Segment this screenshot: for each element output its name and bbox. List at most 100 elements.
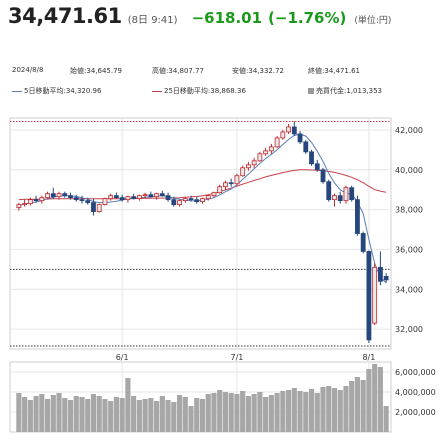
price-tick-label: 36,000 (395, 245, 423, 254)
price-unit: (単位:円) (354, 16, 392, 26)
candle (200, 197, 205, 204)
candle (372, 263, 378, 326)
candle (349, 185, 355, 202)
open-value: 34,645.79 (86, 67, 122, 75)
ma5-value: 34,320.96 (65, 87, 102, 95)
volume-bar (205, 394, 211, 432)
quote-header: 34,471.61 (8日 9:41) −618.01 (−1.76%) (単位… (8, 4, 391, 38)
close-label: 終値: (308, 67, 325, 75)
candle (223, 180, 228, 190)
date-tick-label: 7/1 (230, 353, 243, 362)
candle-body (372, 266, 378, 324)
volume-bar (67, 400, 74, 432)
candle-body (159, 193, 165, 197)
candle (119, 194, 125, 202)
candle-body (33, 199, 39, 202)
candle-body (102, 198, 108, 206)
volume-bar (50, 395, 56, 432)
ma5-label: 5日移動平均: (24, 87, 66, 95)
candle-body (50, 193, 56, 198)
volume-bar (176, 395, 183, 432)
candle-body (125, 196, 131, 201)
volume-bar (326, 386, 332, 432)
candle (33, 195, 39, 203)
price-tick-label: 42,000 (395, 126, 423, 135)
candle (73, 194, 79, 202)
candle (39, 195, 45, 204)
candle (377, 251, 383, 286)
candle-body (349, 187, 355, 201)
candle (136, 194, 142, 201)
candle (56, 191, 62, 200)
candle-body (62, 193, 68, 197)
volume-bar (142, 399, 148, 432)
candle (62, 191, 68, 198)
candle (154, 192, 160, 200)
volume-bar (240, 391, 246, 432)
candle-body (56, 193, 62, 198)
candle (320, 167, 326, 184)
candle-body (303, 141, 309, 153)
volume-tick-label: 4,000,000 (395, 388, 436, 397)
volume-bar (314, 393, 320, 432)
volume-bar (131, 396, 137, 432)
open-item: 始値:34,645.79 (70, 66, 122, 76)
volume-bar (349, 381, 355, 432)
candle (228, 178, 234, 187)
candle-body (131, 196, 137, 200)
price-change: −618.01 (191, 9, 263, 27)
candle-body (217, 186, 223, 194)
volume-bar (320, 387, 326, 432)
candle-body (291, 126, 297, 135)
volume-bar (251, 394, 257, 432)
candle-body (297, 133, 303, 143)
candle (366, 250, 372, 344)
volume-bar (33, 396, 39, 432)
candle-body (114, 195, 119, 199)
volume-bar (108, 401, 114, 432)
candle-body (251, 160, 257, 166)
candle (171, 196, 177, 207)
candle (50, 187, 56, 199)
volume-bar (39, 394, 45, 432)
candle (148, 191, 154, 198)
volume-bar (90, 394, 97, 432)
candle (45, 191, 50, 200)
candle-body (326, 181, 332, 201)
volume-bar (285, 390, 292, 432)
candle (79, 195, 85, 204)
candle-body (377, 266, 383, 282)
volume-bar (44, 399, 51, 432)
high-label: 高値: (152, 67, 169, 75)
price-tick-label: 32,000 (395, 325, 423, 334)
candle-body (268, 146, 274, 152)
candle-body (165, 195, 171, 201)
ma5-item: 5日移動平均:34,320.96 (12, 86, 101, 96)
candle-body (280, 131, 286, 139)
volume-bar (27, 400, 33, 432)
candle (337, 191, 343, 204)
candle-body (45, 193, 50, 199)
candle (280, 129, 286, 140)
candle (291, 121, 297, 136)
price-tick-label: 38,000 (395, 206, 423, 215)
candle (245, 161, 251, 171)
candle-body (320, 169, 326, 183)
ma25-swatch (152, 90, 162, 92)
volume-bar (308, 389, 315, 432)
candle-body (205, 195, 211, 200)
candle-body (263, 150, 269, 155)
candle (268, 143, 274, 154)
candle (27, 197, 33, 206)
volume-bar (136, 400, 142, 432)
candle-body (245, 164, 251, 169)
candle-body (68, 195, 73, 199)
volume-bar (148, 398, 154, 432)
volume-bar (280, 391, 286, 432)
volume-bar (125, 378, 131, 432)
volume-bar (199, 399, 206, 432)
candle (297, 130, 303, 144)
volume-bar (337, 390, 343, 432)
candle (355, 195, 360, 236)
